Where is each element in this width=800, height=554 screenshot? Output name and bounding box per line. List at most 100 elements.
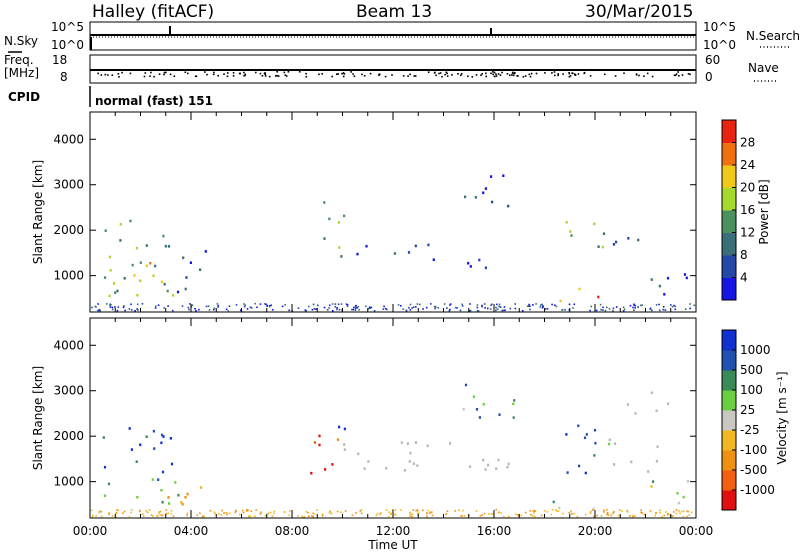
near-range-cell (250, 510, 253, 512)
nave-point (117, 73, 120, 75)
near-range-cell (95, 515, 97, 517)
near-range-cell (449, 303, 452, 305)
near-range-cell (492, 513, 495, 515)
scatter-cell (331, 463, 334, 466)
nave-point (353, 75, 356, 77)
near-range-cell (321, 515, 324, 517)
nave-point (495, 75, 498, 77)
nave-point (524, 75, 527, 77)
near-range-cell (528, 305, 530, 307)
near-range-cell (346, 305, 349, 308)
scatter-cell (129, 219, 132, 223)
colorbar-segment (722, 165, 736, 188)
near-range-cell (529, 510, 531, 512)
near-range-cell (649, 307, 652, 310)
colorbar-tick-label: 25 (740, 403, 755, 417)
near-range-cell (312, 515, 315, 518)
scatter-cell (507, 462, 510, 466)
near-range-cell (481, 514, 483, 516)
colorbar-tick-label: -100 (740, 443, 767, 457)
near-range-cell (607, 514, 610, 516)
near-range-cell (640, 511, 642, 514)
nave-point (614, 75, 617, 77)
x-tick-label: 00:00 (73, 524, 108, 538)
near-range-cell (242, 511, 245, 514)
near-range-cell (613, 510, 615, 513)
near-range-cell (227, 310, 230, 312)
near-range-cell (448, 310, 451, 312)
near-range-cell (154, 307, 157, 309)
near-range-cell (308, 515, 310, 517)
near-range-cell (187, 306, 190, 309)
near-range-cell (379, 513, 381, 516)
near-range-cell (689, 307, 691, 310)
nave-point (337, 73, 339, 75)
nave-point (287, 71, 290, 73)
nave-point (350, 71, 352, 73)
scatter-cell (403, 469, 406, 472)
nave-point (204, 71, 206, 73)
y-tick-label: 3000 (53, 178, 84, 192)
nave-point (471, 76, 474, 78)
near-range-cell (234, 511, 237, 514)
nave-point (378, 74, 380, 76)
scatter-cell (484, 266, 487, 270)
scatter-cell (637, 238, 640, 242)
nave-point (305, 75, 308, 78)
nave-point (514, 72, 516, 74)
near-range-cell (254, 302, 256, 305)
near-range-cell (284, 304, 286, 306)
near-range-cell (658, 303, 660, 306)
near-range-cell (165, 509, 168, 511)
near-range-cell (416, 510, 419, 512)
near-range-cell (317, 304, 319, 307)
nave-point (681, 74, 684, 76)
near-range-cell (651, 309, 653, 312)
nave-point (363, 75, 366, 77)
colorbar-tick-label: -25 (740, 423, 760, 437)
near-range-cell (249, 515, 252, 518)
near-range-cell (534, 510, 537, 512)
near-range-cell (475, 510, 478, 512)
near-range-cell (312, 303, 315, 306)
nave-point (446, 72, 448, 75)
scatter-cell (658, 284, 661, 288)
near-range-cell (412, 509, 414, 511)
near-range-cell (165, 513, 168, 515)
nave-point (173, 75, 176, 77)
near-range-cell (546, 308, 549, 310)
scatter-cell (182, 256, 185, 260)
scatter-cell (152, 274, 155, 277)
near-range-cell (477, 310, 480, 312)
scatter-cell (119, 223, 122, 226)
scatter-cell (464, 383, 468, 387)
near-range-cell (491, 303, 493, 306)
near-range-cell (260, 511, 262, 513)
nave-point (285, 75, 288, 77)
near-range-cell (495, 508, 497, 511)
scatter-cell (167, 245, 171, 248)
scatter-cell (409, 451, 412, 455)
near-range-cell (640, 304, 642, 307)
near-range-cell (100, 510, 102, 513)
near-range-cell (156, 515, 158, 517)
near-range-cell (622, 310, 625, 312)
freq-unit: [MHz] (4, 66, 39, 80)
near-range-cell (504, 309, 506, 311)
colorbar-segment (722, 410, 736, 431)
scatter-cell (570, 234, 573, 237)
near-range-cell (235, 509, 237, 512)
nave-point (336, 73, 338, 75)
scatter-cell (593, 222, 596, 226)
y-tick-label: 4000 (53, 132, 84, 146)
scatter-cell (102, 436, 105, 439)
near-range-cell (419, 303, 421, 306)
near-range-cell (606, 306, 608, 309)
near-range-cell (97, 309, 99, 312)
scatter-cell (365, 244, 368, 248)
scatter-cell (427, 243, 430, 247)
near-range-cell (352, 308, 355, 311)
near-range-cell (498, 511, 500, 514)
near-range-cell (326, 309, 329, 311)
near-range-cell (409, 309, 412, 311)
